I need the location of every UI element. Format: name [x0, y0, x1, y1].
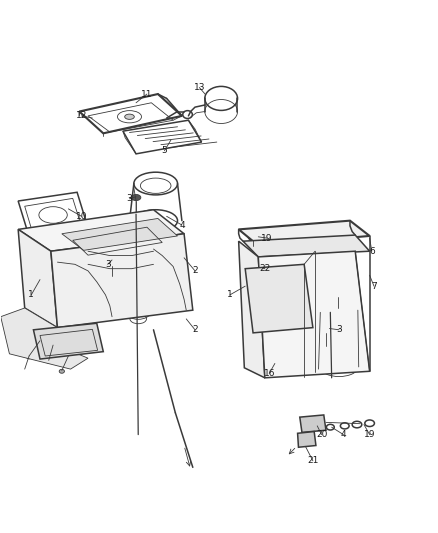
Polygon shape	[33, 323, 103, 359]
Text: 16: 16	[264, 369, 275, 378]
Ellipse shape	[333, 290, 343, 297]
Polygon shape	[239, 221, 370, 246]
Polygon shape	[243, 235, 370, 257]
Polygon shape	[245, 264, 313, 333]
Text: 1: 1	[28, 290, 34, 300]
Ellipse shape	[59, 369, 64, 373]
Text: 4: 4	[341, 430, 346, 439]
Polygon shape	[258, 251, 370, 378]
Polygon shape	[300, 415, 326, 432]
Polygon shape	[239, 241, 265, 378]
Text: 5: 5	[162, 146, 167, 155]
Polygon shape	[62, 219, 177, 251]
Text: 6: 6	[369, 247, 374, 256]
Text: 3: 3	[105, 260, 110, 269]
Text: 7: 7	[371, 281, 377, 290]
Text: 1: 1	[227, 290, 233, 300]
Polygon shape	[297, 432, 316, 447]
Text: 2: 2	[192, 325, 198, 334]
Ellipse shape	[26, 355, 32, 359]
Text: 4: 4	[179, 221, 185, 230]
Text: 13: 13	[194, 83, 205, 92]
Text: 11: 11	[141, 90, 153, 99]
Text: 2: 2	[192, 266, 198, 276]
Text: 19: 19	[261, 233, 273, 243]
Ellipse shape	[321, 327, 331, 333]
Text: 3: 3	[336, 325, 342, 334]
Text: 21: 21	[307, 456, 318, 465]
Text: 10: 10	[76, 212, 87, 221]
Ellipse shape	[107, 260, 117, 266]
Polygon shape	[1, 308, 88, 369]
Ellipse shape	[46, 359, 51, 363]
Text: 12: 12	[76, 111, 87, 120]
Ellipse shape	[328, 310, 334, 314]
Text: 22: 22	[259, 264, 271, 273]
Text: 3: 3	[127, 195, 132, 203]
Ellipse shape	[131, 195, 141, 200]
Polygon shape	[18, 229, 57, 328]
Polygon shape	[18, 210, 184, 251]
Ellipse shape	[125, 114, 134, 119]
Text: 19: 19	[364, 430, 375, 439]
Text: 20: 20	[316, 430, 327, 439]
Polygon shape	[51, 234, 193, 328]
